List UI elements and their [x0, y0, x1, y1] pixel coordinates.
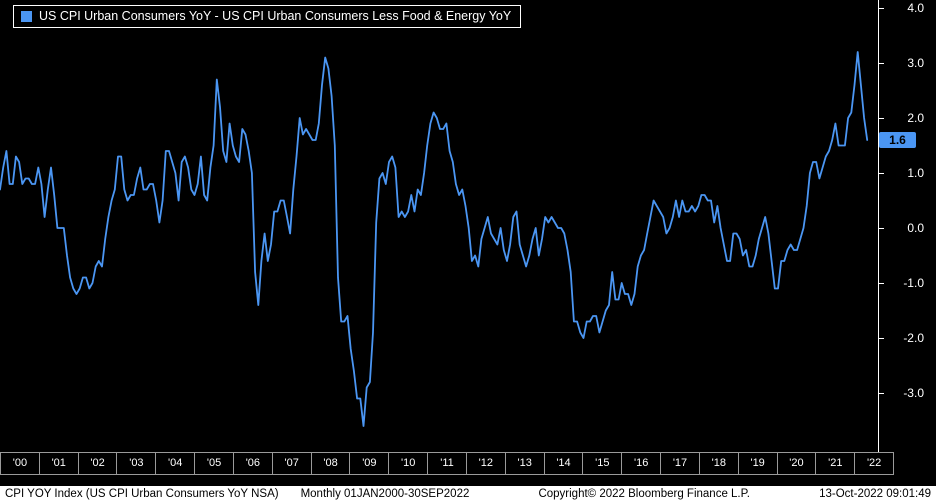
- x-axis-year-label: '05: [194, 452, 234, 475]
- x-axis-year-label: '02: [77, 452, 118, 475]
- x-axis-year-label: '07: [271, 452, 312, 475]
- y-axis-label: -3.0: [903, 386, 924, 400]
- y-axis-label: 1.0: [907, 166, 924, 180]
- x-axis-year-label: '18: [698, 452, 739, 475]
- x-axis-year-label: '00: [0, 452, 40, 475]
- x-axis-year-label: '19: [737, 452, 778, 475]
- x-axis-year-label: '03: [116, 452, 157, 475]
- y-axis-label: 0.0: [907, 221, 924, 235]
- y-axis-label: 4.0: [907, 1, 924, 15]
- y-axis-tick: [878, 173, 884, 174]
- x-axis-year-label: '09: [349, 452, 390, 475]
- y-axis-label: -2.0: [903, 331, 924, 345]
- x-axis-year-label: '10: [388, 452, 429, 475]
- y-axis-tick: [878, 63, 884, 64]
- x-axis-year-label: '22: [854, 452, 895, 475]
- legend-box[interactable]: US CPI Urban Consumers YoY - US CPI Urba…: [13, 5, 522, 28]
- y-axis-tick: [878, 228, 884, 229]
- x-axis: '00'01'02'03'04'05'06'07'08'09'10'11'12 '…: [0, 452, 895, 475]
- x-axis-year-label: '04: [155, 452, 196, 475]
- y-axis-tick: [878, 393, 884, 394]
- legend-color-swatch-icon: [21, 10, 32, 22]
- last-value-badge: 1.6: [879, 132, 916, 148]
- footer-index-name: CPI YOY Index (US CPI Urban Consumers Yo…: [5, 488, 279, 500]
- cpi-spread-line-chart[interactable]: [0, 0, 880, 452]
- y-axis: 4.0 3.0 2.0 1.0 0.0 -1.0 -2.0 -3.0: [878, 0, 936, 452]
- x-axis-year-label: '12: [465, 452, 506, 475]
- x-axis-year-label: '15: [582, 452, 623, 475]
- x-axis-year-label: '13: [504, 452, 545, 475]
- y-axis-label: -1.0: [903, 276, 924, 290]
- footer-status-bar: CPI YOY Index (US CPI Urban Consumers Yo…: [0, 486, 936, 502]
- x-axis-year-label: '21: [815, 452, 856, 475]
- footer-periodicity: Monthly 01JAN2000-30SEP2022: [300, 488, 470, 500]
- x-axis-year-label: '16: [621, 452, 662, 475]
- x-axis-year-label: '06: [232, 452, 273, 475]
- x-axis-year-label: '17: [660, 452, 700, 475]
- y-axis-tick: [878, 338, 884, 339]
- series-line: [0, 51, 869, 427]
- x-axis-year-label: '01: [38, 452, 79, 475]
- y-axis-tick: [878, 8, 884, 9]
- y-axis-line: [878, 0, 879, 452]
- footer-timestamp: 13-Oct-2022 09:01:49: [819, 488, 931, 500]
- y-axis-tick: [878, 118, 884, 119]
- footer-copyright: Copyright© 2022 Bloomberg Finance L.P.: [538, 488, 751, 500]
- x-axis-year-label: '14: [543, 452, 584, 475]
- x-axis-year-label: '11: [427, 452, 467, 475]
- y-axis-label: 3.0: [907, 56, 924, 70]
- legend-label: US CPI Urban Consumers YoY - US CPI Urba…: [39, 9, 512, 23]
- y-axis-label: 2.0: [907, 111, 924, 125]
- x-axis-year-label: '20: [776, 452, 817, 475]
- x-axis-year-label: '08: [310, 452, 351, 475]
- y-axis-tick: [878, 283, 884, 284]
